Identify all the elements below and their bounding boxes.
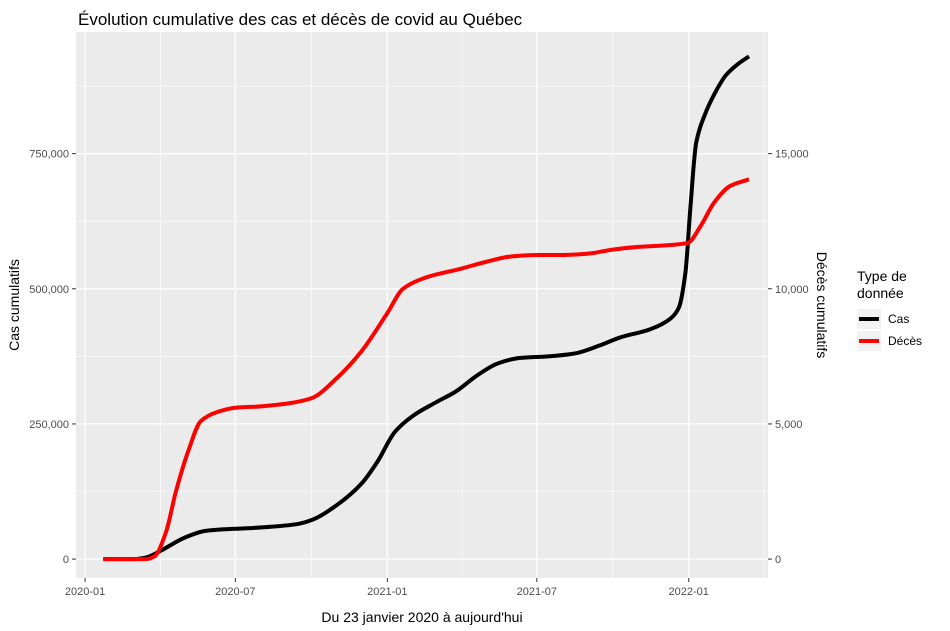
y-tick-label: 0 (63, 554, 69, 566)
axes: 2020-01 2020-07 2021-01 2021-07 2022-01 0 250,… (29, 149, 808, 598)
y-axis-title: Cas cumulatifs (6, 259, 22, 351)
plot-panel (76, 32, 768, 578)
legend-title-line-1: Type de (857, 268, 907, 284)
y-right-tick-label: 10,000 (775, 284, 809, 296)
x-tick-label: 2020-01 (65, 586, 105, 598)
legend: Type de donnée Cas Décès (857, 268, 922, 351)
y-tick-label: 250,000 (29, 419, 69, 431)
x-tick-label: 2021-01 (367, 586, 407, 598)
y-right-tick-label: 0 (775, 554, 781, 566)
x-tick-label: 2021-07 (517, 586, 557, 598)
series-line-deces (103, 177, 750, 562)
legend-label-deces: Décès (888, 334, 922, 348)
y-tick-label: 500,000 (29, 284, 69, 296)
data-lines (103, 54, 751, 562)
x-axis-title: Du 23 janvier 2020 à aujourd'hui (321, 609, 522, 625)
y-right-tick-label: 5,000 (775, 419, 803, 431)
legend-label-cas: Cas (888, 312, 909, 326)
y-right-tick-label: 15,000 (775, 149, 809, 161)
legend-title-line-2: donnée (857, 285, 904, 301)
y-right-axis-title: Décès cumulatifs (814, 252, 830, 359)
x-tick-label: 2020-07 (215, 586, 255, 598)
x-tick-label: 2022-01 (669, 586, 709, 598)
y-tick-label: 750,000 (29, 149, 69, 161)
gridlines (76, 32, 768, 578)
series-line-cas (103, 54, 751, 562)
chart-title: Évolution cumulative des cas et décès de… (78, 10, 523, 29)
